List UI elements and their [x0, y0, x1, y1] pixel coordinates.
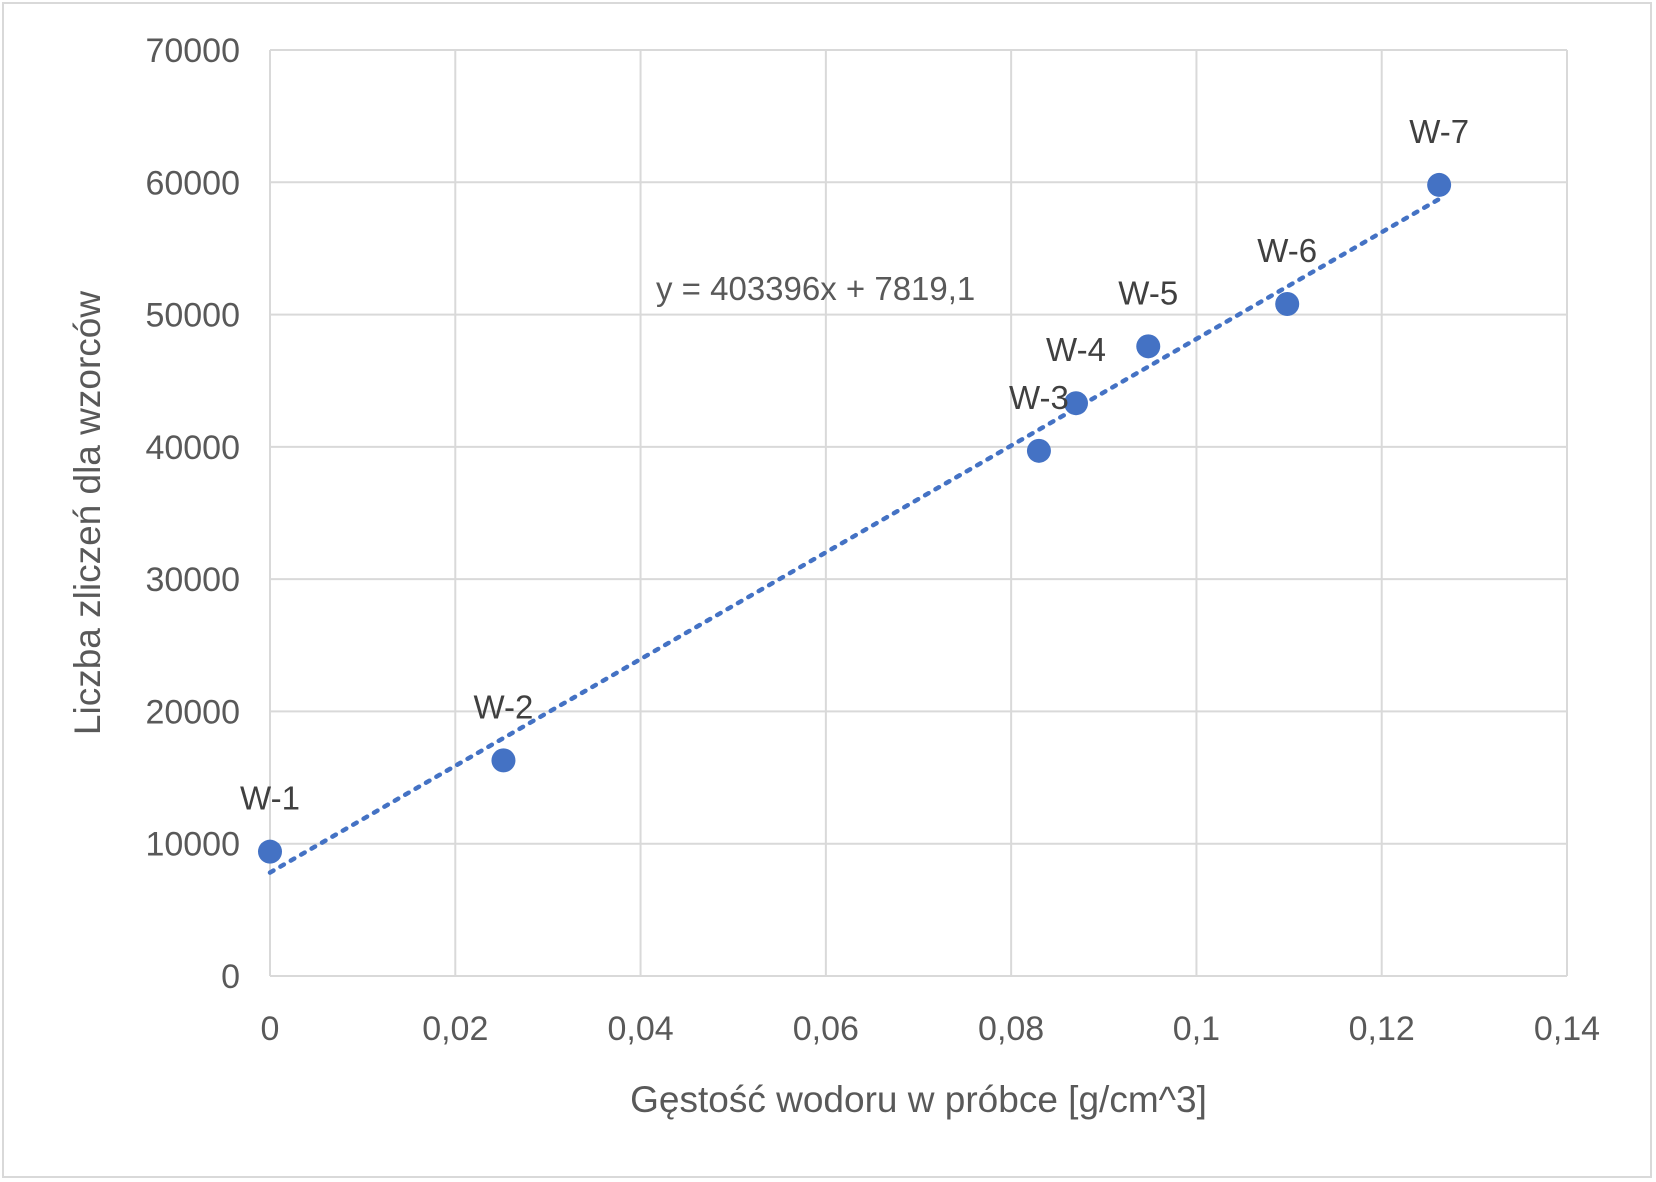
data-point-w-6 [1275, 291, 1300, 316]
y-tick-label: 30000 [145, 561, 240, 599]
x-axis-tick-labels: 0 0,02 0,04 0,06 0,08 0,1 0,12 0,14 [261, 1010, 1601, 1048]
y-tick-label: 10000 [145, 826, 240, 864]
data-label-w-1: W-1 [240, 780, 300, 817]
y-axis-tick-labels: 0 10000 20000 30000 40000 50000 60000 70000 [145, 32, 240, 996]
data-label-w-6: W-6 [1257, 232, 1317, 269]
y-axis-title: Liczba zliczeń dla wzorców [67, 291, 108, 735]
y-tick-label: 0 [221, 958, 240, 996]
trendline-line [267, 196, 1442, 875]
x-tick-label: 0,06 [793, 1010, 859, 1048]
y-tick-label: 40000 [145, 429, 240, 467]
gridlines [269, 49, 1568, 977]
x-tick-label: 0,14 [1534, 1010, 1600, 1048]
x-tick-label: 0 [261, 1010, 280, 1048]
data-label-w-3: W-3 [1009, 379, 1069, 416]
data-label-w-7: W-7 [1409, 113, 1469, 150]
data-point-w-7 [1427, 172, 1452, 197]
data-label-w-2: W-2 [474, 688, 534, 725]
x-axis-title: Gęstość wodoru w próbce [g/cm^3] [630, 1079, 1207, 1120]
x-tick-label: 0,02 [422, 1010, 488, 1048]
y-tick-label: 20000 [145, 693, 240, 731]
data-point-w-2 [491, 748, 516, 773]
x-tick-label: 0,08 [978, 1010, 1044, 1048]
x-tick-label: 0,1 [1173, 1010, 1220, 1048]
data-point-w-4 [1063, 391, 1088, 416]
trendline-equation: y = 403396x + 7819,1 [656, 270, 975, 307]
data-point-w-5 [1136, 334, 1161, 359]
y-tick-label: 50000 [145, 297, 240, 335]
data-points [258, 172, 1452, 864]
y-tick-label: 60000 [145, 164, 240, 202]
data-point-w-1 [258, 839, 282, 864]
x-tick-label: 0,12 [1349, 1010, 1415, 1048]
trendline [267, 196, 1442, 875]
data-label-w-5: W-5 [1118, 274, 1178, 311]
data-label-w-4: W-4 [1046, 331, 1106, 368]
x-tick-label: 0,04 [607, 1010, 673, 1048]
data-point-labels: W-1 W-2 W-3 W-4 W-5 W-6 W-7 [240, 113, 1469, 817]
y-tick-label: 70000 [145, 32, 240, 70]
data-point-w-3 [1026, 438, 1051, 463]
